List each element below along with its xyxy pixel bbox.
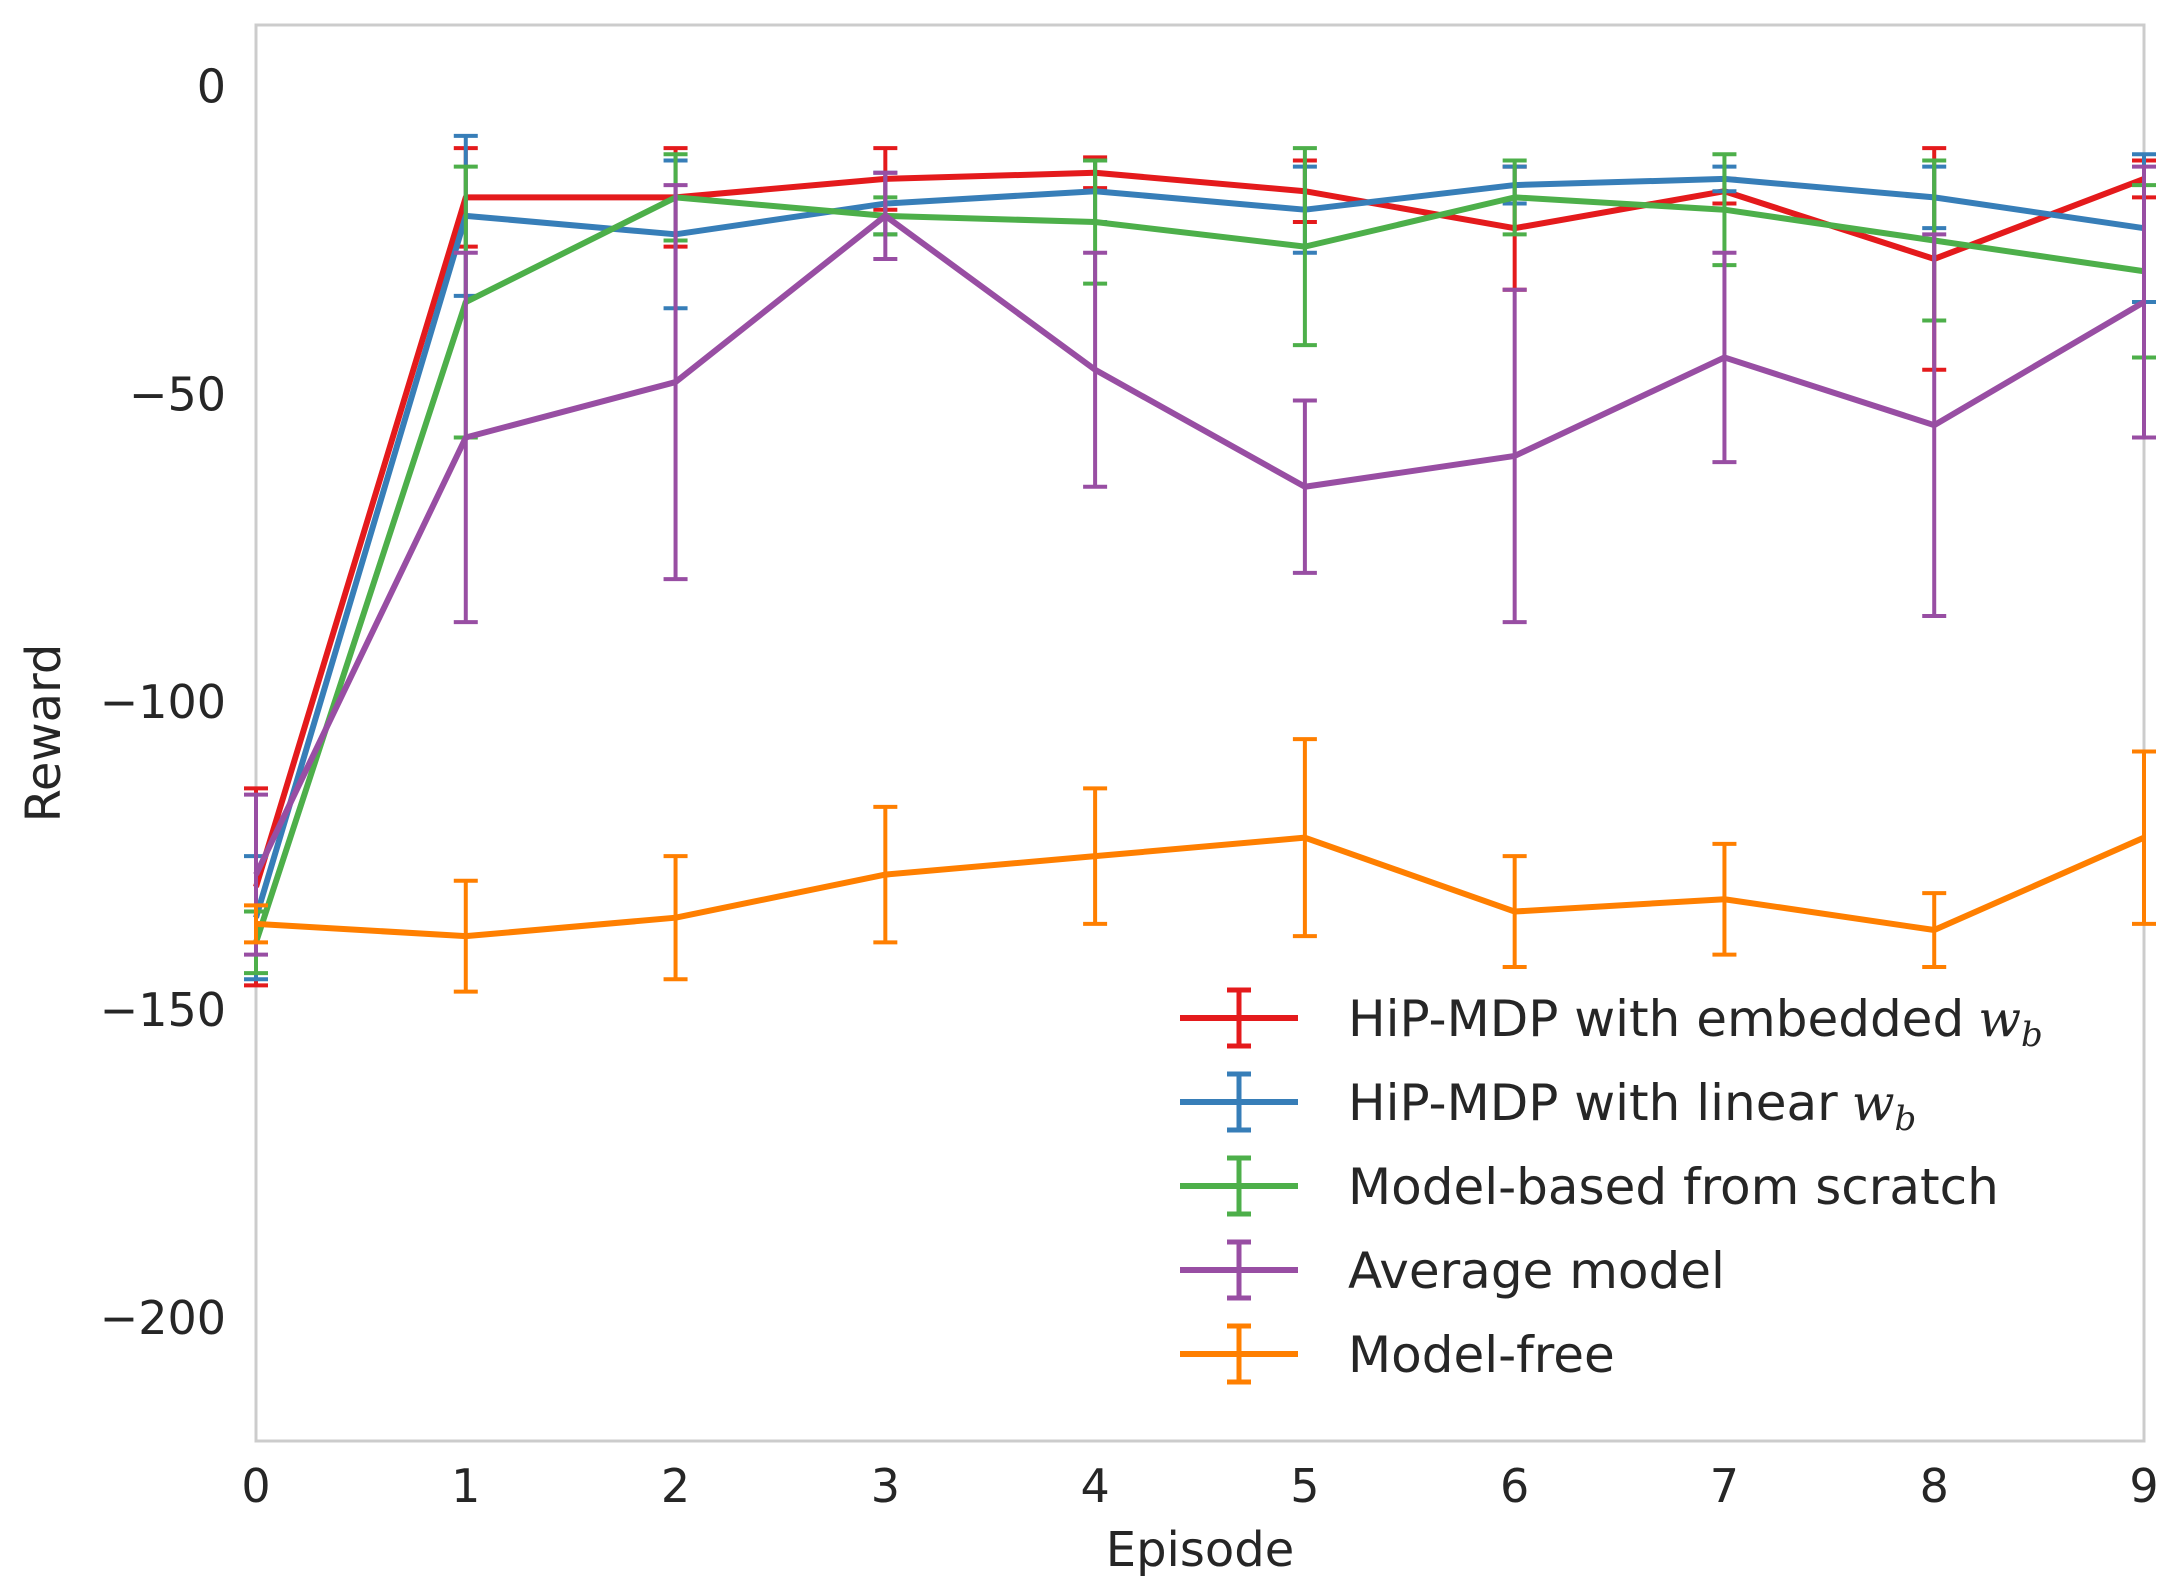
x-tick-label: 6 [1500,1459,1529,1513]
y-tick-label: −150 [100,983,226,1037]
legend-label: Model-free [1348,1326,1615,1384]
legend-item: HiP-MDP with linear wb [1180,1071,1916,1139]
y-tick-label: −200 [100,1291,226,1345]
series-3 [244,146,2156,976]
plot-area [254,23,2146,1443]
x-tick-label: 2 [661,1459,690,1513]
series-4 [244,164,2156,957]
series-line [255,834,2146,940]
x-tick-label: 1 [451,1459,480,1513]
legend-label: HiP-MDP with embedded wb [1348,990,2043,1055]
legend-label: HiP-MDP with linear wb [1348,1074,1916,1139]
x-tick-label: 8 [1920,1459,1949,1513]
legend-label: Model-based from scratch [1348,1158,1999,1216]
x-axis-label: Episode [1106,1522,1295,1578]
legend-item: HiP-MDP with embedded wb [1180,987,2043,1055]
x-tick-label: 9 [2129,1459,2158,1513]
y-tick-label: −50 [129,367,226,421]
legend-item: Average model [1180,1239,1725,1301]
y-tick-label: 0 [197,60,226,114]
x-tick-label: 3 [871,1459,900,1513]
x-tick-label: 0 [241,1459,270,1513]
legend-label: Average model [1348,1242,1725,1300]
y-axis-label: Reward [16,644,72,823]
x-tick-label: 5 [1290,1459,1319,1513]
series-layer [244,133,2156,994]
x-tick-label: 7 [1710,1459,1739,1513]
legend: HiP-MDP with embedded wb HiP-MDP with line… [1180,987,2043,1385]
x-axis-ticks: 0 1 2 3 4 5 6 7 8 9 [241,1459,2158,1513]
y-tick-label: −100 [100,675,226,729]
series-line [253,212,2146,876]
legend-item: Model-free [1180,1323,1615,1385]
y-axis-ticks: 0 −50 −100 −150 −200 [100,60,226,1345]
series-5 [244,737,2156,994]
legend-item: Model-based from scratch [1180,1155,1999,1217]
series-line [253,194,2145,944]
x-tick-label: 4 [1080,1459,1109,1513]
series-line [253,175,2145,919]
